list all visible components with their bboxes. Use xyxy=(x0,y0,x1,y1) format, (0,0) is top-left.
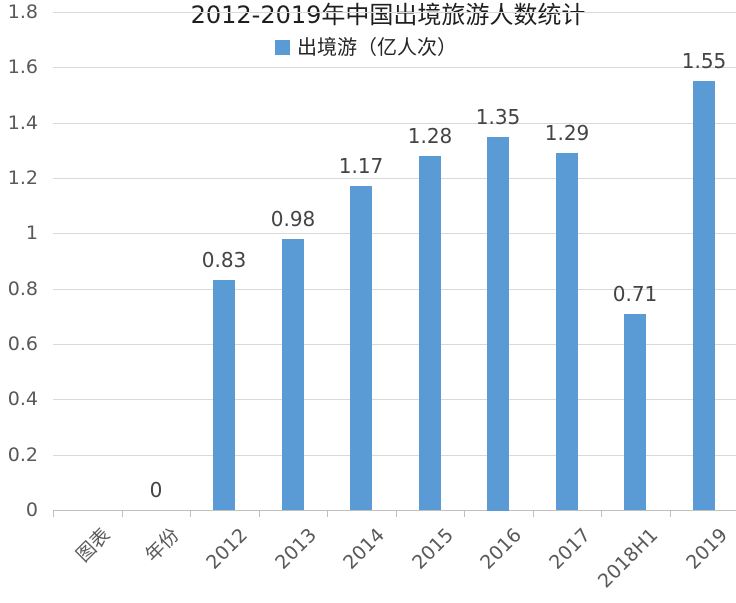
x-axis-line xyxy=(53,510,736,511)
y-axis-tick-label: 0.2 xyxy=(7,444,38,466)
x-axis-tick xyxy=(327,511,328,517)
gridline xyxy=(53,178,736,179)
x-axis-category-label: 2018H1 xyxy=(594,524,663,593)
bar-2013[interactable] xyxy=(282,239,304,510)
data-label: 1.28 xyxy=(407,124,453,148)
y-axis-tick-label: 0 xyxy=(25,499,38,521)
gridline xyxy=(53,12,736,13)
x-axis-category-label: 2013 xyxy=(270,524,321,574)
data-label: 1.29 xyxy=(544,121,590,145)
x-axis-category-label: 年份 xyxy=(141,524,184,567)
y-axis-tick-label: 0.4 xyxy=(7,388,38,410)
y-axis-tick-label: 0.8 xyxy=(7,278,38,300)
x-axis-category-label: 2012 xyxy=(201,524,252,574)
x-axis-tick xyxy=(396,511,397,517)
data-label: 1.55 xyxy=(681,49,727,73)
gridline xyxy=(53,123,736,124)
x-axis-category-label: 图表 xyxy=(72,524,115,567)
gridline xyxy=(53,233,736,234)
data-label: 1.35 xyxy=(475,105,521,129)
data-label: 0.71 xyxy=(612,282,658,306)
x-axis-tick xyxy=(533,511,534,517)
x-axis-tick xyxy=(464,511,465,517)
x-axis-tick xyxy=(670,511,671,517)
bar-2015[interactable] xyxy=(419,156,441,510)
bar-2018H1[interactable] xyxy=(624,314,646,510)
x-axis-tick xyxy=(601,511,602,517)
gridline xyxy=(53,399,736,400)
bar-2017[interactable] xyxy=(556,153,578,510)
data-label: 0.98 xyxy=(270,207,316,231)
data-label: 0.83 xyxy=(201,248,247,272)
x-axis-category-label: 2014 xyxy=(338,524,389,574)
gridline xyxy=(53,67,736,68)
y-axis-tick-label: 1 xyxy=(25,222,38,244)
gridline xyxy=(53,289,736,290)
data-label: 0 xyxy=(149,478,163,502)
y-axis-tick-label: 1.6 xyxy=(7,56,38,78)
x-axis-tick xyxy=(190,511,191,517)
y-axis-tick-label: 1.4 xyxy=(7,112,38,134)
x-axis-category-label: 2017 xyxy=(544,524,595,574)
y-axis-tick-label: 0.6 xyxy=(7,333,38,355)
gridline xyxy=(53,455,736,456)
legend-item[interactable]: 出境游（亿人次） xyxy=(275,36,457,58)
y-axis-tick-label: 1.8 xyxy=(7,1,38,23)
legend-swatch-icon xyxy=(275,39,290,55)
x-axis-category-label: 2015 xyxy=(407,524,458,574)
x-axis-category-label: 2016 xyxy=(475,524,526,574)
legend-label: 出境游（亿人次） xyxy=(297,35,457,59)
gridline xyxy=(53,344,736,345)
x-axis-tick xyxy=(259,511,260,517)
x-axis-category-label: 2019 xyxy=(681,524,732,574)
x-axis-tick xyxy=(53,511,54,517)
y-axis-tick-label: 1.2 xyxy=(7,167,38,189)
x-axis-tick xyxy=(122,511,123,517)
chart-title: 2012-2019年中国出境旅游人数统计 xyxy=(190,1,586,29)
bar-2019[interactable] xyxy=(693,81,715,510)
bar-2014[interactable] xyxy=(350,186,372,510)
bar-2016[interactable] xyxy=(487,137,509,511)
bar-2012[interactable] xyxy=(213,280,235,510)
data-label: 1.17 xyxy=(338,154,384,178)
